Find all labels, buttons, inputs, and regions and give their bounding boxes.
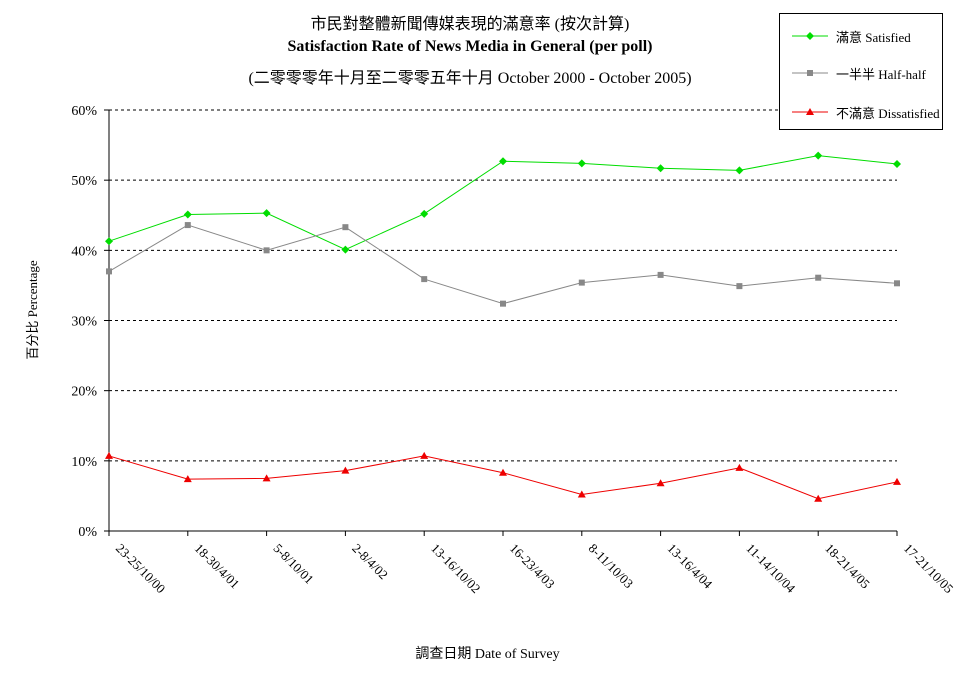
data-point bbox=[656, 479, 665, 487]
data-point bbox=[735, 166, 744, 175]
legend-label-dissatisfied: 不滿意 Dissatisfied bbox=[836, 105, 940, 121]
data-point bbox=[341, 245, 350, 254]
data-point bbox=[184, 222, 191, 229]
legend-swatch-dissatisfied bbox=[792, 108, 828, 115]
data-point bbox=[656, 164, 665, 173]
data-point bbox=[183, 210, 192, 219]
y-tick-label: 20% bbox=[71, 385, 97, 400]
series-line-1 bbox=[108, 224, 898, 305]
data-point bbox=[893, 477, 901, 485]
y-tick-label: 40% bbox=[71, 244, 97, 259]
data-point bbox=[814, 151, 823, 160]
legend-item-dissatisfied: 不滿意 Dissatisfied bbox=[790, 102, 940, 122]
data-point bbox=[736, 283, 743, 290]
data-point bbox=[657, 271, 664, 278]
data-point bbox=[106, 268, 112, 275]
x-tick-label: 11-14/10/04 bbox=[743, 541, 799, 597]
legend-swatch-satisfied bbox=[792, 32, 828, 40]
y-tick-label: 50% bbox=[71, 174, 97, 189]
legend-label-half-half: 一半半 Half-half bbox=[836, 66, 926, 82]
legend-label-satisfied: 滿意 Satisfied bbox=[836, 29, 911, 45]
chart-title-english: Satisfaction Rate of News Media in Gener… bbox=[287, 38, 653, 55]
x-tick-label: 13-16/10/02 bbox=[428, 541, 484, 597]
data-point bbox=[341, 466, 350, 474]
data-point bbox=[342, 224, 349, 231]
data-point bbox=[262, 209, 271, 218]
x-tick-label: 18-30/4/01 bbox=[192, 541, 243, 592]
data-point bbox=[263, 247, 270, 254]
x-tick-label: 8-11/10/03 bbox=[586, 541, 637, 592]
data-point bbox=[735, 463, 744, 471]
data-point bbox=[421, 276, 428, 283]
x-tick-label: 23-25/10/00 bbox=[113, 541, 169, 597]
series-line-0 bbox=[108, 155, 898, 251]
y-axis-label: 百分比 Percentage bbox=[25, 260, 40, 360]
x-tick-label: 18-21/4/05 bbox=[822, 541, 873, 592]
data-point bbox=[183, 475, 192, 483]
data-point bbox=[420, 209, 429, 218]
x-tick-label: 2-8/4/02 bbox=[349, 541, 391, 583]
x-tick-label: 16-23/4/03 bbox=[507, 541, 558, 592]
data-point bbox=[500, 300, 506, 307]
legend: 滿意 Satisfied 一半半 Half-half 不滿意 Dissatisf… bbox=[779, 13, 943, 130]
data-point bbox=[105, 451, 113, 459]
data-point bbox=[499, 157, 507, 166]
data-point bbox=[894, 280, 900, 287]
y-tick-label: 60% bbox=[71, 104, 97, 119]
y-tick-label: 10% bbox=[71, 455, 97, 470]
data-point bbox=[577, 159, 586, 168]
x-tick-label: 17-21/10/05 bbox=[901, 541, 957, 597]
data-point bbox=[577, 490, 586, 498]
legend-swatch-half-half bbox=[792, 70, 828, 76]
chart-title-chinese: 市民對整體新聞傳媒表現的滿意率 (按次計算) bbox=[310, 16, 630, 33]
x-axis-label: 調查日期 Date of Survey bbox=[415, 647, 560, 662]
chart-subtitle-period: (二零零零年十月至二零零五年十月 October 2000 - October … bbox=[248, 70, 692, 87]
data-point bbox=[262, 474, 271, 482]
y-tick-label: 30% bbox=[71, 315, 97, 330]
y-tick-label: 0% bbox=[78, 525, 97, 540]
data-point bbox=[420, 451, 429, 459]
x-tick-label: 13-16/4/04 bbox=[664, 541, 715, 592]
data-point bbox=[578, 279, 585, 286]
data-point bbox=[814, 494, 823, 502]
data-point bbox=[893, 160, 901, 169]
legend-item-half-half: 一半半 Half-half bbox=[790, 63, 926, 83]
data-point bbox=[815, 274, 822, 281]
series-line-2 bbox=[108, 455, 898, 500]
data-point bbox=[499, 468, 507, 476]
legend-item-satisfied: 滿意 Satisfied bbox=[790, 26, 911, 46]
data-point bbox=[105, 237, 113, 246]
x-tick-label: 5-8/10/01 bbox=[270, 541, 316, 587]
